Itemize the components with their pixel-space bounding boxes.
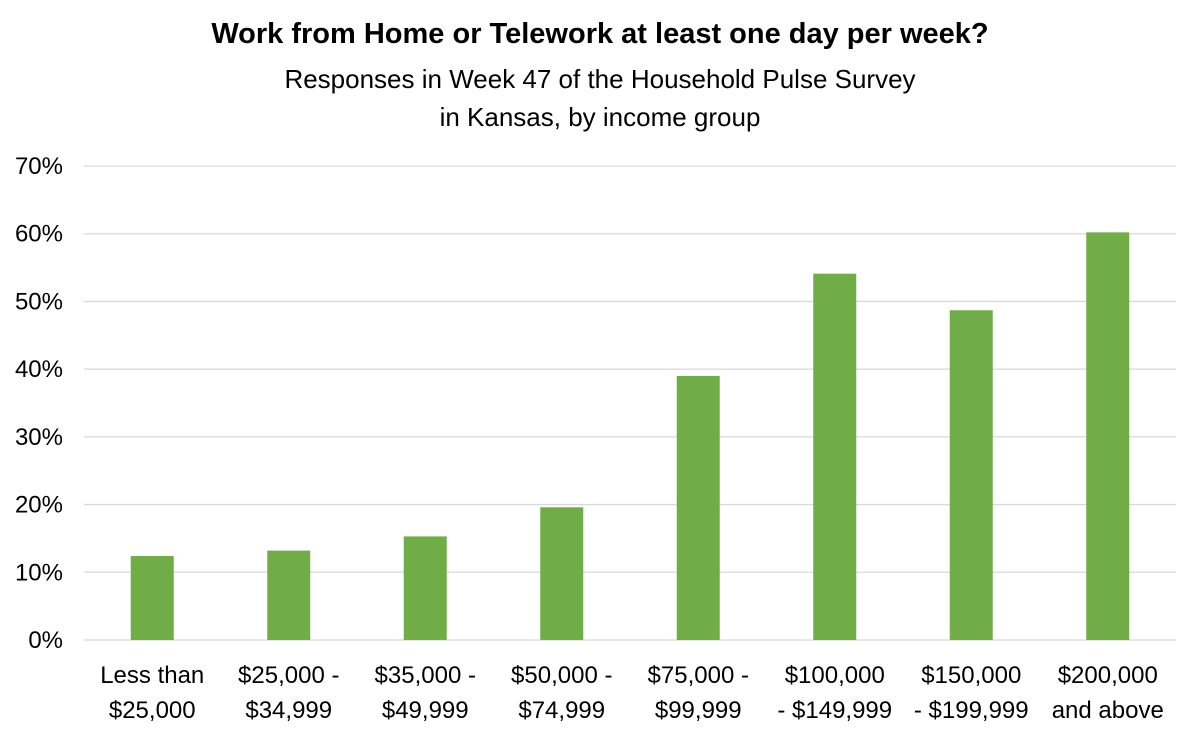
chart-subtitle-line-2: in Kansas, by income group	[439, 102, 761, 132]
chart-title: Work from Home or Telework at least one …	[211, 18, 989, 50]
chart-subtitle-line-1: Responses in Week 47 of the Household Pu…	[284, 64, 916, 94]
x-category-label: $35,000 -	[375, 662, 476, 689]
bar	[813, 273, 857, 640]
x-category-label: and above	[1052, 697, 1164, 724]
y-tick-label: 10%	[15, 559, 63, 586]
y-tick-label: 30%	[15, 424, 63, 451]
y-tick-label: 20%	[15, 492, 63, 519]
x-category-label: Less than	[100, 662, 204, 689]
x-category-label: $99,999	[655, 697, 742, 724]
x-category-label: $200,000	[1058, 662, 1158, 689]
bar	[267, 550, 311, 640]
y-tick-label: 40%	[15, 356, 63, 383]
y-tick-label: 70%	[15, 153, 63, 180]
bar	[949, 310, 993, 640]
x-category-label: $50,000 -	[511, 662, 612, 689]
x-category-label: $25,000 -	[238, 662, 339, 689]
y-tick-label: 0%	[28, 627, 63, 654]
x-category-label: $100,000	[785, 662, 885, 689]
bar	[676, 375, 720, 640]
bar	[130, 556, 174, 640]
bar	[1086, 232, 1130, 641]
x-category-label: $34,999	[245, 697, 332, 724]
x-category-label: $150,000	[921, 662, 1021, 689]
x-category-label: $25,000	[109, 697, 196, 724]
bar	[540, 507, 584, 640]
x-category-label: $75,000 -	[648, 662, 749, 689]
bar	[403, 536, 447, 640]
x-category-label: - $149,999	[777, 697, 892, 724]
x-category-label: - $199,999	[914, 697, 1029, 724]
x-category-label: $74,999	[518, 697, 605, 724]
y-tick-label: 60%	[15, 221, 63, 248]
y-tick-label: 50%	[15, 288, 63, 315]
x-category-label: $49,999	[382, 697, 469, 724]
